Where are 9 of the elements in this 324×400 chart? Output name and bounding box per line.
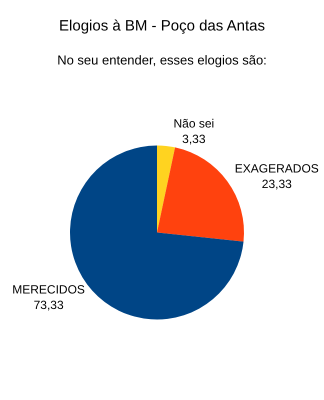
data-label: 73,33: [34, 298, 64, 312]
data-label: 3,33: [182, 132, 206, 146]
slice-label: EXAGERADOS: [234, 161, 319, 176]
slice-label: MERECIDOS: [12, 282, 85, 297]
data-label: 23,33: [262, 177, 292, 192]
chart-title: Elogios à BM - Poço das Antas: [59, 18, 265, 34]
chart-subtitle: No seu entender, esses elogios são:: [57, 52, 267, 68]
pie-slice: [157, 146, 176, 232]
slice-label: Não sei: [173, 116, 214, 131]
